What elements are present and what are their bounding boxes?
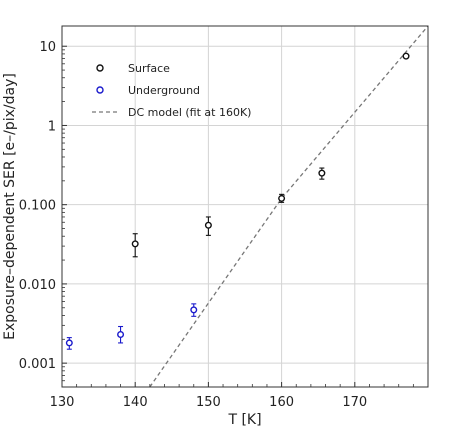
- ticks-layer: [61, 45, 414, 388]
- x-tick-label: 140: [123, 395, 148, 410]
- y-tick-label: 10: [39, 40, 56, 55]
- tick-label-layer: 130 140 150 160 170 0.001 0.010 0.100 1 10: [19, 40, 367, 410]
- legend-label-underground: Underground: [128, 84, 200, 97]
- grid-layer: [61, 26, 428, 387]
- surface-point: [131, 240, 139, 248]
- y-tick-label: 0.100: [19, 199, 56, 214]
- underground-point: [65, 339, 73, 347]
- dc-model-line: [149, 25, 429, 388]
- legend-label-surface: Surface: [128, 62, 170, 75]
- x-axis-title: T [K]: [227, 412, 261, 428]
- y-tick-label: 0.010: [19, 278, 56, 293]
- plot-frame: [61, 25, 429, 388]
- y-axis-title: Exposure–dependent SER [e–/pix/day]: [2, 73, 18, 340]
- underground-point: [117, 330, 125, 338]
- underground-point: [190, 306, 198, 314]
- y-tick-label: 1: [48, 119, 56, 134]
- legend-label-model: DC model (fit at 160K): [128, 106, 251, 119]
- legend-marker-underground: [96, 86, 104, 94]
- x-tick-label: 130: [50, 395, 75, 410]
- y-tick-label: 0.001: [19, 357, 56, 372]
- x-tick-label: 150: [196, 395, 221, 410]
- points-layer: [65, 52, 410, 350]
- x-tick-label: 170: [342, 395, 367, 410]
- surface-point: [402, 52, 410, 60]
- surface-point: [204, 221, 212, 229]
- surface-point: [318, 169, 326, 177]
- legend: Surface Underground DC model (fit at 160…: [92, 62, 251, 119]
- legend-marker-surface: [96, 64, 104, 72]
- surface-point: [278, 194, 286, 202]
- x-tick-label: 160: [269, 395, 294, 410]
- model-layer: [149, 25, 429, 388]
